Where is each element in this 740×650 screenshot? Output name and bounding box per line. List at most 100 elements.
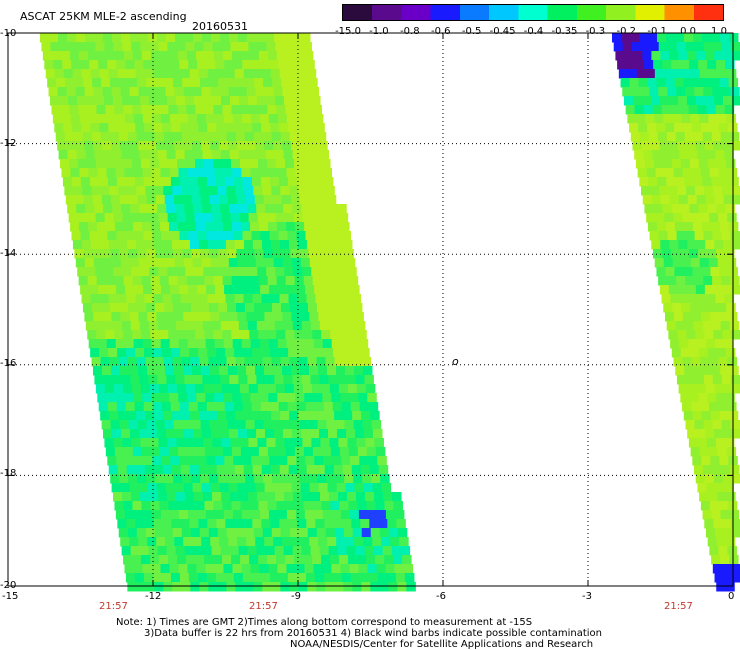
swath-cell: [65, 78, 75, 88]
swath-cell: [90, 294, 101, 304]
swath-cell: [180, 69, 191, 79]
swath-cell: [310, 321, 321, 331]
swath-cell: [123, 276, 134, 286]
swath-cell: [281, 366, 292, 376]
swath-cell: [260, 60, 270, 70]
swath-cell: [238, 33, 248, 43]
swath-cell: [289, 357, 300, 367]
swath-cell: [368, 573, 379, 583]
swath-cell: [675, 366, 685, 376]
swath-cell: [725, 348, 736, 358]
swath-cell: [139, 204, 149, 214]
swath-cell: [268, 339, 279, 349]
swath-cell: [329, 384, 340, 394]
swath-cell: [274, 204, 284, 214]
swath-cell: [679, 105, 690, 115]
swath-cell: [290, 78, 300, 88]
swath-cell: [89, 285, 99, 295]
swath-cell: [132, 330, 142, 340]
swath-cell: [97, 393, 107, 403]
swath-cell: [274, 321, 285, 331]
swath-cell: [648, 33, 658, 43]
swath-cell: [123, 159, 133, 169]
swath-cell: [625, 105, 636, 115]
swath-cell: [328, 321, 339, 331]
swath-cell: [69, 105, 79, 115]
swath-cell: [289, 528, 300, 538]
swath-cell: [290, 474, 300, 484]
swath-cell: [141, 51, 152, 61]
swath-cell: [211, 33, 221, 43]
swath-cell: [180, 465, 191, 475]
swath-cell: [272, 78, 282, 88]
swath-cell: [117, 519, 127, 529]
swath-cell: [115, 114, 126, 124]
swath-cell: [292, 375, 302, 385]
swath-cell: [719, 78, 730, 88]
swath-cell: [658, 42, 669, 52]
swath-cell: [296, 285, 306, 295]
swath-cell: [716, 60, 726, 70]
swath-cell: [223, 222, 233, 232]
swath-cell: [226, 303, 237, 313]
swath-cell: [216, 294, 227, 304]
swath-cell: [189, 465, 200, 475]
swath-cell: [722, 474, 733, 484]
swath-cell: [224, 456, 234, 466]
colorbar-label: -0.1: [647, 26, 667, 37]
swath-cell: [327, 483, 338, 493]
swath-cell: [718, 501, 729, 511]
swath-cell: [251, 177, 262, 187]
swath-cell: [161, 285, 171, 295]
swath-cell: [272, 195, 283, 205]
swath-cell: [299, 78, 309, 88]
swath-cell: [730, 42, 740, 52]
swath-cell: [189, 69, 200, 79]
swath-cell: [190, 582, 200, 592]
swath-cell: [143, 177, 154, 187]
swath-cell: [129, 537, 139, 547]
swath-cell: [681, 114, 691, 124]
swath-cell: [219, 87, 230, 97]
swath-cell: [199, 132, 210, 142]
swath-cell: [215, 402, 226, 412]
swath-cell: [170, 456, 180, 466]
swath-cell: [259, 114, 270, 124]
swath-cell: [84, 312, 94, 322]
swath-cell: [135, 348, 145, 358]
swath-cell: [276, 330, 286, 340]
swath-cell: [222, 51, 233, 61]
swath-cell: [264, 537, 274, 547]
swath-cell: [644, 159, 655, 169]
swath-cell: [711, 510, 722, 520]
swath-cell: [191, 195, 202, 205]
swath-cell: [215, 60, 225, 70]
swath-cell: [321, 159, 331, 169]
swath-cell: [249, 501, 259, 511]
swath-cell: [345, 483, 356, 493]
swath-cell: [186, 51, 197, 61]
swath-cell: [378, 519, 388, 529]
swath-cell: [650, 141, 661, 151]
swath-cell: [353, 420, 364, 430]
swath-cell: [180, 294, 191, 304]
swath-cell: [171, 123, 181, 133]
swath-cell: [665, 267, 675, 277]
swath-cell: [75, 87, 86, 97]
swath-cell: [712, 42, 723, 52]
swath-cell: [251, 573, 262, 583]
swath-cell: [253, 186, 263, 196]
swath-cell: [259, 222, 269, 232]
swath-cell: [721, 375, 732, 385]
swath-cell: [215, 177, 226, 187]
swath-cell: [248, 384, 259, 394]
swath-cell: [645, 69, 656, 79]
swath-cell: [645, 114, 655, 124]
swath-cell: [192, 141, 202, 151]
swath-cell: [175, 375, 185, 385]
swath-cell: [357, 330, 367, 340]
swath-cell: [197, 402, 208, 412]
swath-cell: [631, 87, 641, 97]
swath-cell: [333, 465, 344, 475]
swath-cell: [245, 78, 255, 88]
